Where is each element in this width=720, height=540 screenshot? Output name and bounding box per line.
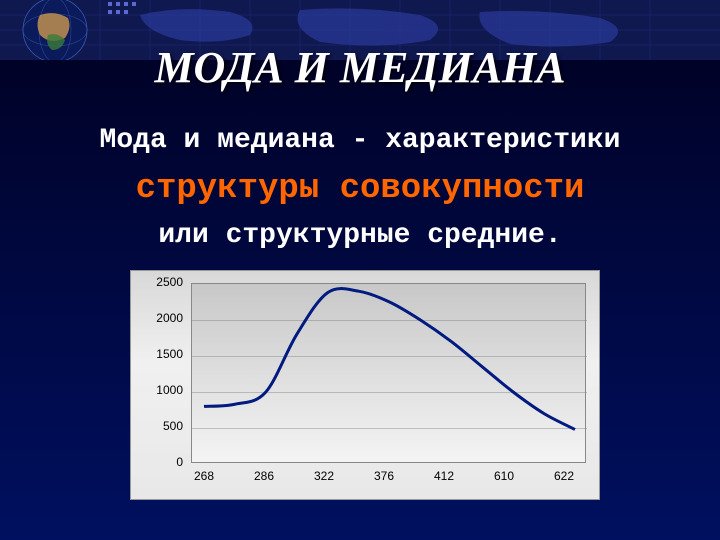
ytick-0: 0	[143, 455, 183, 469]
slide-title: МОДА И МЕДИАНА	[0, 42, 720, 93]
xtick-6: 622	[539, 469, 589, 483]
xtick-5: 610	[479, 469, 529, 483]
text-line-2: структуры совокупности	[0, 170, 720, 208]
chart-plot-area	[191, 283, 586, 463]
ytick-1: 500	[143, 419, 183, 433]
text-line-1: Мода и медиана - характеристики	[0, 125, 720, 156]
xtick-4: 412	[419, 469, 469, 483]
distribution-chart: 0 500 1000 1500 2000 2500 268 286 322 37…	[130, 270, 600, 500]
ytick-5: 2500	[143, 275, 183, 289]
ytick-2: 1000	[143, 383, 183, 397]
xtick-2: 322	[299, 469, 349, 483]
xtick-3: 376	[359, 469, 409, 483]
chart-line	[192, 284, 587, 464]
text-line-3: или структурные средние.	[0, 220, 720, 251]
xtick-0: 268	[179, 469, 229, 483]
ytick-4: 2000	[143, 311, 183, 325]
ytick-3: 1500	[143, 347, 183, 361]
xtick-1: 286	[239, 469, 289, 483]
